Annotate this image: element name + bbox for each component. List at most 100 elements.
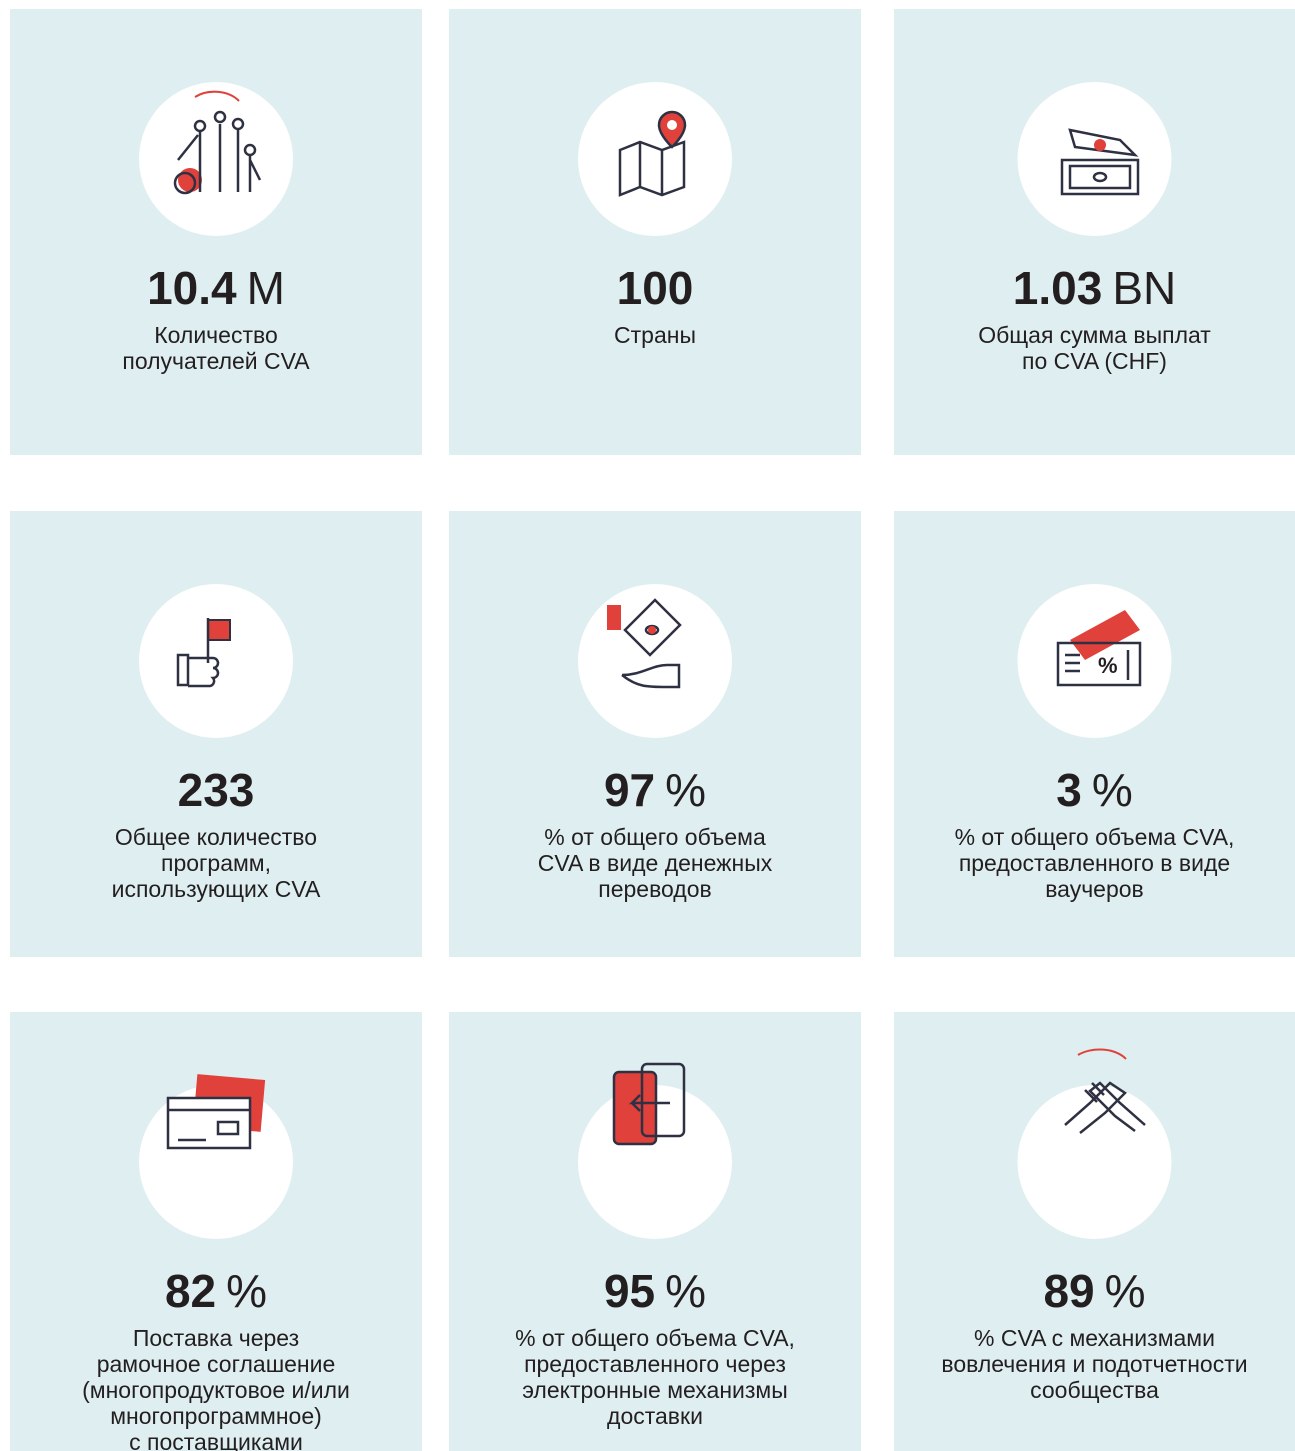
stat-label: предоставленного в виде: [959, 850, 1230, 876]
stat-label: Страны: [614, 322, 696, 348]
stat-value: 10.4 M: [147, 262, 285, 314]
stat-value: 100: [617, 262, 694, 314]
icon-part: [618, 140, 686, 197]
icon-circle: [578, 82, 732, 236]
stat-label: доставки: [607, 1403, 703, 1429]
value-unit: %: [1092, 764, 1133, 816]
value-number: 97: [604, 764, 655, 816]
icon-part: [1064, 1081, 1146, 1134]
icon: [173, 90, 262, 195]
icon-part: [168, 1108, 250, 1142]
stat-value: 233: [178, 764, 255, 816]
icon: [607, 598, 682, 689]
icon-part: [213, 110, 227, 124]
stat-label: Общее количество: [115, 824, 317, 850]
stat-label: многопрограммное): [110, 1403, 322, 1429]
icon-part: [177, 124, 262, 192]
stat-value: 95%: [604, 1265, 706, 1317]
stat-label: % от общего объема: [544, 824, 766, 850]
value-number: 100: [617, 262, 694, 314]
icon-part: [607, 605, 621, 630]
stat-label: % CVA с механизмами: [974, 1325, 1215, 1351]
value-unit: %: [665, 764, 706, 816]
icon: [176, 618, 231, 688]
stat-label: Поставка через: [133, 1325, 299, 1351]
icon-part: [1077, 1048, 1127, 1060]
stat-label: предоставленного через: [524, 1351, 786, 1377]
icon-part: [1092, 171, 1108, 183]
stat-card: 100 Страны: [449, 9, 861, 455]
icon-part: [173, 171, 197, 195]
icon-part: [1068, 128, 1139, 157]
icon-part: [640, 1062, 686, 1138]
stat-value: 3%: [1056, 764, 1133, 816]
icon-part: [243, 143, 257, 157]
stat-card: %3%% от общего объема CVA,предоставленно…: [894, 511, 1295, 957]
icon-circle: [139, 584, 293, 738]
stat-label: по CVA (CHF): [1022, 348, 1167, 374]
icon: [1060, 128, 1140, 196]
icon-part: %: [1098, 653, 1118, 678]
stat-label: (многопродуктовое и/или: [82, 1377, 350, 1403]
stat-label: рамочное соглашение: [97, 1351, 336, 1377]
stat-label: сообщества: [1030, 1377, 1159, 1403]
icon-part: [207, 619, 231, 641]
icon-part: [667, 120, 677, 130]
stat-label: программ,: [161, 850, 271, 876]
value-unit: %: [226, 1265, 267, 1317]
icon-part: [178, 168, 202, 192]
icon-part: [177, 110, 262, 192]
icon-part: [621, 663, 681, 689]
value-number: 95: [604, 1265, 655, 1317]
stat-value: 97%: [604, 764, 706, 816]
value-number: 89: [1043, 1265, 1094, 1317]
stat-label: вовлечения и подотчетности: [941, 1351, 1247, 1377]
icon-part: [628, 1094, 670, 1112]
icon-part: [231, 117, 245, 131]
stat-label: % от общего объема CVA,: [955, 824, 1235, 850]
stat-value: 1.03 BN: [1013, 262, 1176, 314]
icon-part: [1065, 650, 1130, 680]
icon: [612, 1062, 686, 1146]
icon-part: [1060, 128, 1140, 196]
value-number: 82: [165, 1265, 216, 1317]
icon-part: [1056, 641, 1142, 687]
icon-part: [1060, 158, 1140, 196]
value-number: 3: [1056, 764, 1082, 816]
stat-label: Количество: [154, 322, 278, 348]
stat-value: 89%: [1043, 1265, 1145, 1317]
icon: %: [1056, 610, 1142, 687]
icon-circle: [139, 82, 293, 236]
icon: [618, 110, 687, 197]
icon-circle: [578, 584, 732, 738]
value-unit: %: [1105, 1265, 1146, 1317]
stat-label: использующих CVA: [112, 876, 321, 902]
stat-label: Общая сумма выплат: [978, 322, 1211, 348]
icon-part: [1094, 139, 1106, 151]
value-number: 233: [178, 764, 255, 816]
stat-label: ваучеров: [1045, 876, 1144, 902]
icon: [166, 1074, 266, 1150]
icon-circle: [1017, 1085, 1172, 1239]
icon-part: [1056, 641, 1142, 687]
icon-part: [618, 140, 686, 197]
icon-part: [648, 626, 656, 634]
stat-label: электронные механизмы: [522, 1377, 788, 1403]
value-number: 10.4: [147, 262, 237, 314]
stat-label: % от общего объема CVA,: [515, 1325, 795, 1351]
icon-circle: [1017, 584, 1172, 738]
value-number: 1.03: [1013, 262, 1103, 314]
icon-part: [216, 1120, 240, 1136]
value-unit: M: [247, 262, 285, 314]
icon-part: [623, 598, 682, 657]
icon: [1064, 1048, 1146, 1134]
stat-card: 95% % от общего объема CVA,предоставленно…: [449, 1012, 861, 1451]
icon-part: [612, 1070, 658, 1146]
stat-label: CVA в виде денежных: [538, 850, 773, 876]
